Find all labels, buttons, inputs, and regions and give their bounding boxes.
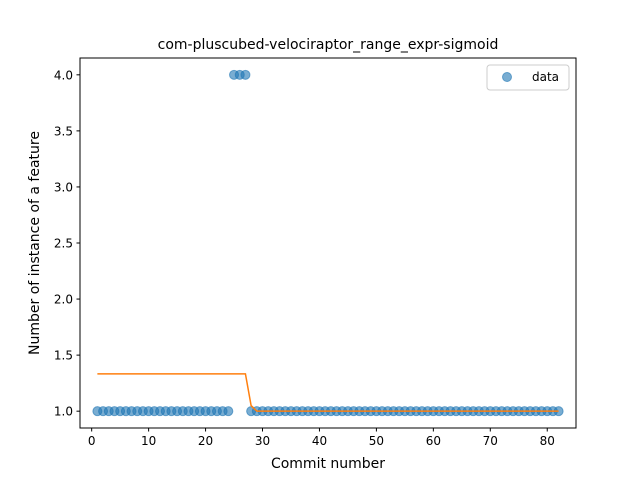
- x-tick-label: 40: [312, 434, 327, 448]
- y-tick-label: 2.5: [54, 237, 73, 251]
- y-tick-label: 3.5: [54, 124, 73, 138]
- chart-title: com-pluscubed-velociraptor_range_expr-si…: [158, 37, 499, 53]
- data-point: [240, 69, 251, 80]
- x-tick-label: 80: [540, 434, 555, 448]
- x-tick-label: 60: [426, 434, 441, 448]
- plot-frame: [79, 57, 577, 429]
- x-tick-label: 30: [255, 434, 270, 448]
- y-tick-label: 1.5: [54, 349, 73, 363]
- data-point: [223, 406, 234, 417]
- legend-label-data: data: [532, 70, 559, 84]
- x-tick-label: 70: [483, 434, 498, 448]
- y-tick-label: 3.0: [54, 180, 73, 194]
- y-tick-label: 1.0: [54, 405, 73, 419]
- x-axis-label: Commit number: [271, 456, 385, 472]
- x-tick-label: 20: [198, 434, 213, 448]
- x-tick-label: 0: [88, 434, 96, 448]
- legend-box: [486, 64, 570, 91]
- y-tick-label: 2.0: [54, 293, 73, 307]
- x-tick-label: 10: [141, 434, 156, 448]
- sigmoid-fit-line: [97, 373, 559, 412]
- y-tick-label: 4.0: [54, 68, 73, 82]
- x-tick-label: 50: [369, 434, 384, 448]
- x-axis-ticks: 0 10 20 30 40 50 60 70 80: [88, 428, 555, 448]
- y-axis-ticks: 1.0 1.5 2.0 2.5 3.0 3.5 4.0: [54, 68, 80, 419]
- legend-marker-data: [502, 72, 512, 82]
- y-axis-label: Number of instance of a feature: [27, 131, 43, 355]
- plot-area: [92, 69, 564, 417]
- legend: data: [486, 64, 570, 91]
